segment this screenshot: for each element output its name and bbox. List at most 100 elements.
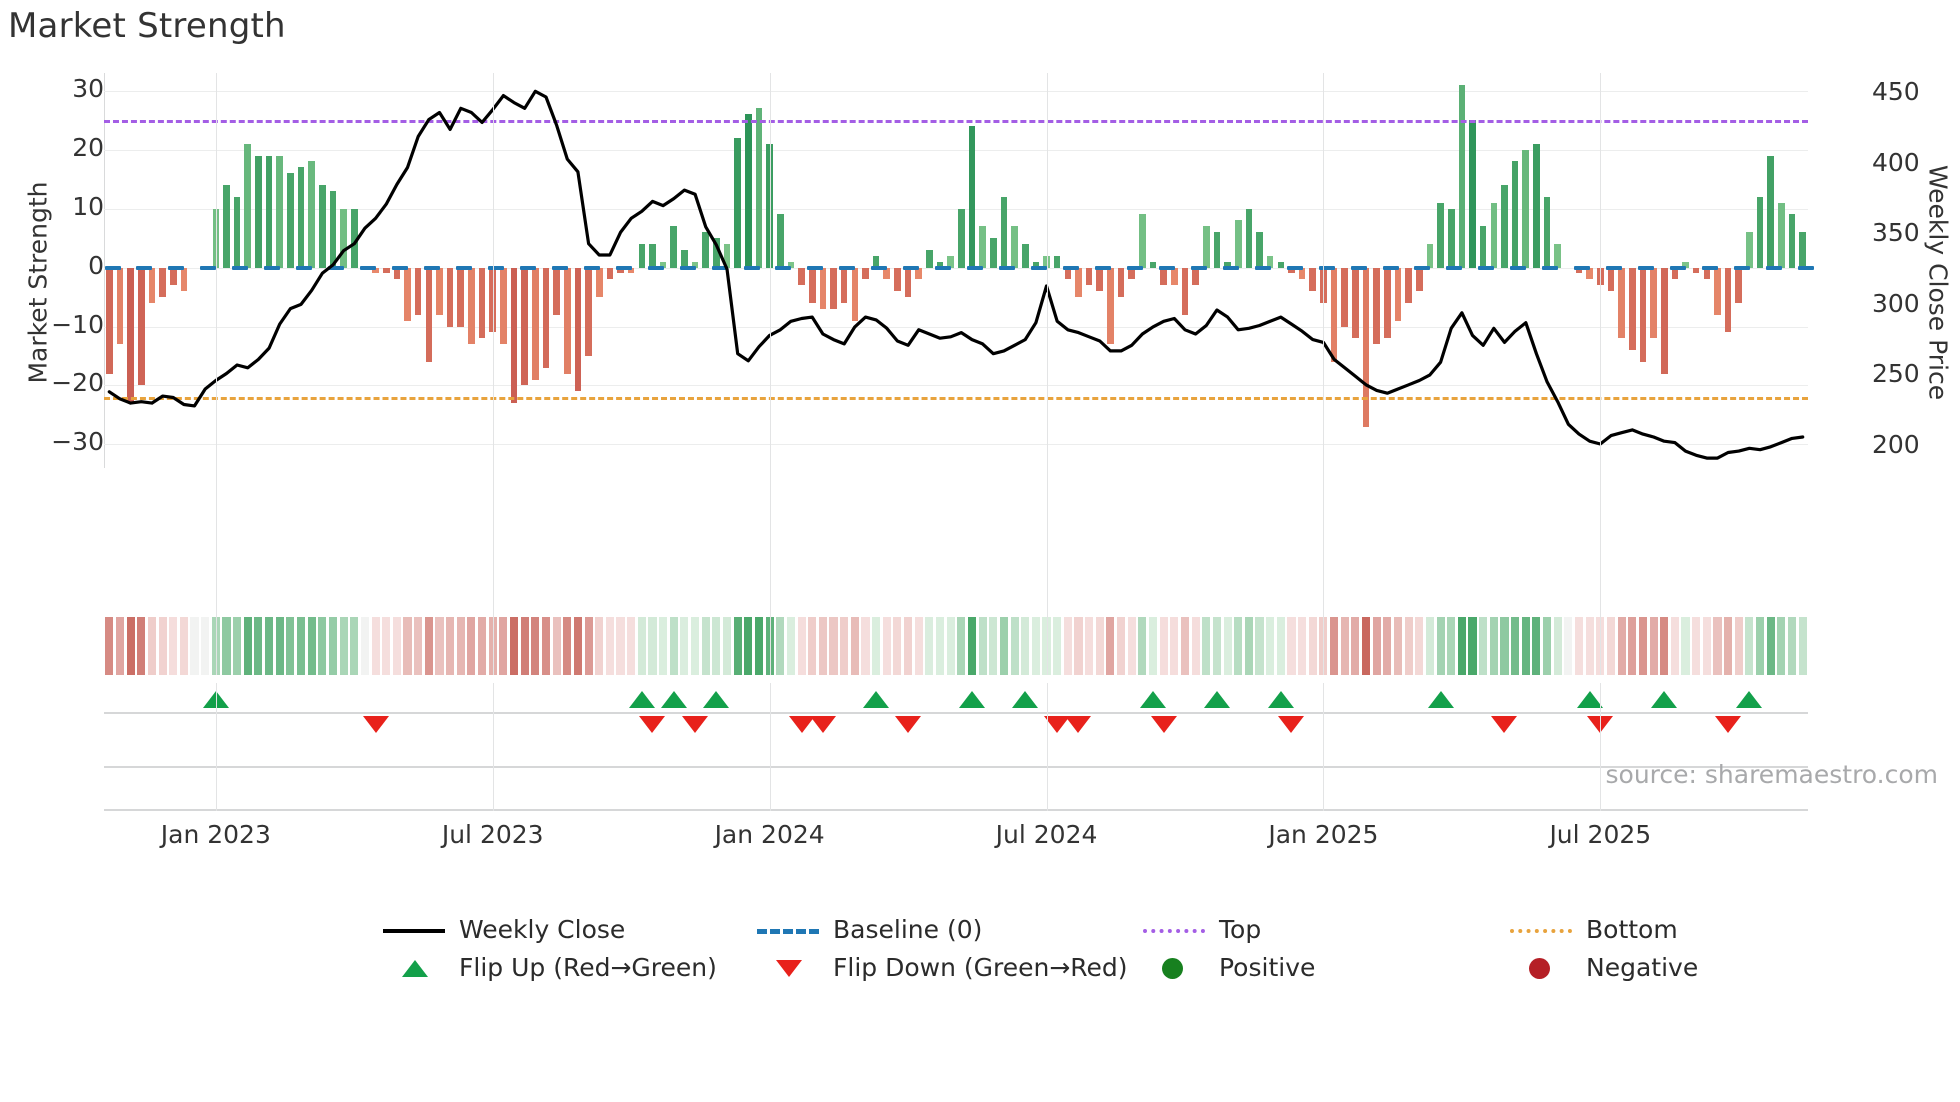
flip-up-marker (660, 691, 687, 708)
heatmap-cell (126, 617, 135, 675)
bar-negative (1128, 267, 1136, 280)
main-plot-area (104, 73, 1814, 468)
gridline (104, 149, 1808, 151)
bar-negative (180, 267, 188, 292)
heatmap-cell (1724, 617, 1733, 675)
legend-label: Flip Up (Red→Green) (459, 953, 717, 982)
bottom-reference-line (104, 397, 1808, 401)
bar-positive (276, 155, 284, 268)
heatmap-cell (872, 617, 881, 675)
heatmap-cell (1585, 617, 1594, 675)
heatmap-cell (1756, 617, 1765, 675)
heatmap-cell (573, 617, 582, 675)
flip-up-marker (1651, 691, 1678, 708)
bar-positive (968, 126, 976, 268)
baseline-dash (615, 265, 632, 270)
heatmap-cell (786, 617, 795, 675)
heatmap-cell (1234, 617, 1243, 675)
heatmap-cell (1138, 617, 1147, 675)
x-axis-band (104, 741, 1808, 811)
baseline-dash (1190, 265, 1207, 270)
heatmap-cell (243, 617, 252, 675)
dotted-line-key (1510, 920, 1572, 940)
bar-negative (414, 267, 422, 315)
bar-negative (1330, 267, 1338, 362)
bar-positive (1799, 232, 1806, 268)
y-tick-left: 20 (72, 132, 104, 162)
baseline-dash (967, 265, 984, 270)
flip-up-marker (1736, 691, 1763, 708)
x-tick-mark (492, 741, 494, 811)
bar-positive (1746, 232, 1753, 268)
heatmap-cell (1404, 617, 1413, 675)
bar-positive (872, 255, 880, 268)
heatmap-cell (627, 617, 636, 675)
legend-item[interactable]: Flip Down (Green→Red) (757, 953, 1128, 982)
flip-up-marker (1012, 691, 1039, 708)
bar-negative (542, 267, 550, 368)
heatmap-cell (1330, 617, 1339, 675)
bar-negative (1298, 267, 1306, 280)
heatmap-cell (414, 617, 423, 675)
baseline-dash (1382, 265, 1399, 270)
baseline-dash (551, 265, 568, 270)
flip-down-marker (639, 716, 666, 733)
triangle-down-key (757, 958, 819, 978)
legend-swatch (776, 959, 802, 977)
heatmap-cell (1447, 617, 1456, 675)
x-tick-mark (1600, 617, 1602, 675)
heatmap-cell (1074, 617, 1083, 675)
heatmap-cell (797, 617, 806, 675)
baseline-dash (360, 265, 377, 270)
bar-positive (223, 185, 230, 268)
y-tick-right: 300 (1872, 288, 1920, 318)
baseline-dash (1031, 265, 1048, 270)
heatmap-cell (1361, 617, 1371, 675)
bar-negative (106, 267, 113, 374)
heatmap-cell (776, 617, 785, 675)
heatmap-cell (509, 617, 519, 675)
legend-label: Flip Down (Green→Red) (833, 953, 1128, 982)
flip-up-marker (958, 691, 985, 708)
legend-item[interactable]: Weekly Close (383, 915, 625, 944)
bar-negative (1607, 267, 1615, 292)
heatmap-cell (722, 617, 732, 675)
heatmap-cell (659, 617, 668, 675)
baseline-dash (200, 265, 217, 270)
flip-up-marker (628, 691, 655, 708)
bar-positive (723, 243, 731, 268)
bar-negative (574, 267, 582, 392)
heatmap-cell (1606, 617, 1616, 675)
legend-item[interactable]: Baseline (0) (757, 915, 982, 944)
legend-item[interactable]: Top (1143, 915, 1261, 944)
legend-item[interactable]: Flip Up (Red→Green) (383, 953, 717, 982)
baseline-dash (296, 265, 313, 270)
heatmap-cell (1553, 617, 1562, 675)
bar-negative (585, 267, 592, 356)
bar-positive (1266, 255, 1274, 268)
heatmap-cell (169, 617, 178, 675)
heatmap-cell (265, 617, 274, 675)
x-tick-mark (769, 73, 771, 617)
bar-positive (659, 261, 667, 268)
legend-item[interactable]: Positive (1143, 953, 1315, 982)
baseline-dash (1318, 265, 1335, 270)
chart-legend: Weekly Close Baseline (0) Top Bottom Flip U… (0, 915, 1960, 991)
legend-item[interactable]: Bottom (1510, 915, 1678, 944)
bar-negative (606, 267, 614, 280)
bar-negative (1160, 267, 1167, 286)
heatmap-cell (1425, 617, 1434, 675)
baseline-dash (1797, 265, 1814, 270)
bar-positive (350, 208, 358, 268)
heatmap-cell (307, 617, 316, 675)
heatmap-cell (478, 617, 487, 675)
bar-negative (148, 267, 156, 303)
bar-positive (713, 238, 720, 268)
baseline-dash (1510, 265, 1527, 270)
bar-negative (1650, 267, 1657, 339)
baseline-dash (455, 265, 472, 270)
bar-positive (233, 196, 241, 268)
y-tick-right: 450 (1872, 77, 1920, 107)
solid-line-key (383, 920, 445, 940)
legend-item[interactable]: Negative (1510, 953, 1698, 982)
